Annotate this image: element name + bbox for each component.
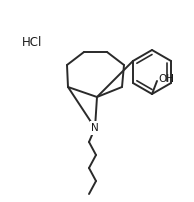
Text: OH: OH: [158, 74, 174, 84]
Text: N: N: [91, 123, 99, 133]
Text: HCl: HCl: [22, 36, 42, 48]
